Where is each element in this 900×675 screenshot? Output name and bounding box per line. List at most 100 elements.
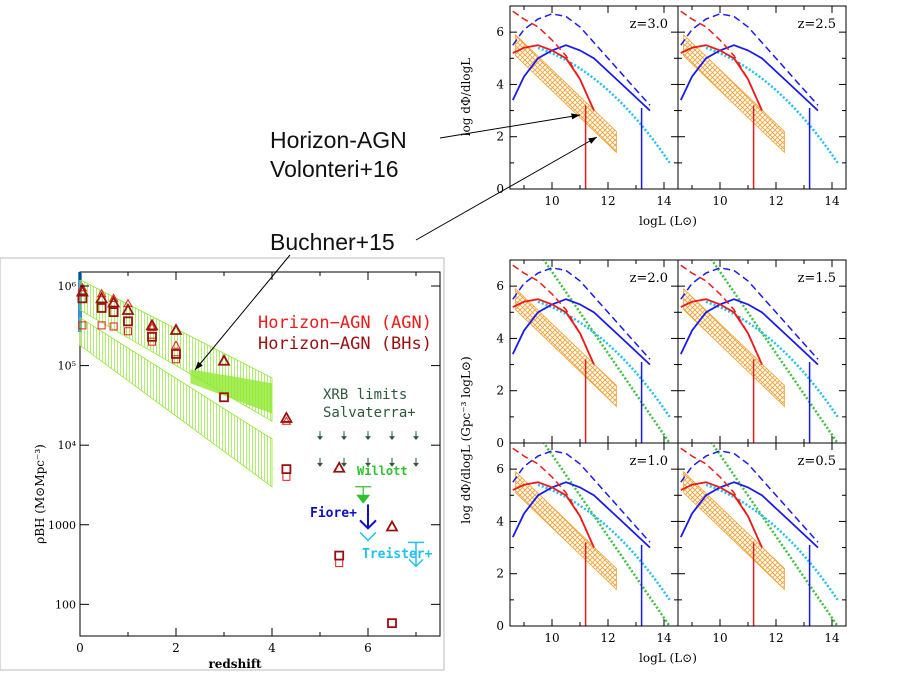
panel-frame	[677, 259, 847, 444]
light-triangle-marker	[77, 282, 88, 292]
light-triangle-marker	[108, 293, 119, 302]
lf-panel-z=2.5: 10 12 14 z=2.5	[677, 5, 847, 208]
panel-frame	[509, 5, 679, 190]
y-tick-label: 0	[496, 182, 504, 196]
bh-square-marker	[123, 316, 133, 327]
plot-frame	[79, 271, 441, 637]
blue-solid-line	[511, 481, 651, 549]
green-dotted-line	[710, 443, 839, 626]
annotation-buchner: Buchner+15	[270, 229, 395, 255]
red-solid-line	[680, 481, 763, 548]
cyan-dotted-line	[537, 300, 671, 418]
bh-square-marker	[147, 331, 157, 342]
light-square-marker	[124, 327, 132, 336]
bh-square-marker	[334, 550, 345, 561]
label-treister: Treister+	[362, 547, 433, 562]
bh-square-marker	[281, 464, 292, 475]
y-tick-label: 0	[496, 619, 504, 633]
blue-dashed-line	[512, 267, 651, 360]
x-tick-label: 12	[600, 194, 615, 208]
panel-frame	[509, 259, 679, 444]
agn-triangle-marker	[107, 295, 121, 308]
panel-redshift-label: z=3.0	[630, 17, 668, 32]
red-dashed-line	[680, 264, 763, 365]
red-dashed-line	[680, 447, 763, 548]
red-dashed-line	[512, 10, 595, 111]
cyan-dotted-line	[705, 46, 839, 164]
lf-panel-z=0.5: 10 12 14 z=0.5	[677, 442, 847, 645]
agn-triangle-marker	[121, 303, 135, 315]
arrow-buchner-head	[588, 137, 597, 144]
light-triangle-marker	[171, 340, 181, 349]
y-tick-label: 4	[496, 514, 504, 528]
y-tick-label: 6	[496, 462, 504, 476]
bh-square-marker	[96, 303, 107, 313]
cyan-dotted-line	[537, 46, 671, 164]
y-tick-label: 2	[496, 567, 504, 581]
xrb-limit-arrowhead	[317, 462, 323, 467]
x-tick-label: 2	[172, 641, 180, 655]
panel-curves	[679, 10, 839, 189]
y-tick-label: 4	[496, 77, 504, 91]
cyan-dotted-line	[705, 300, 839, 418]
light-square-marker	[97, 321, 106, 330]
y-tick-label: 100	[55, 598, 76, 611]
blue-dashed-line	[680, 13, 819, 106]
panel-frame	[677, 442, 847, 627]
light-square-marker	[172, 355, 180, 364]
agn-triangle-marker	[169, 323, 183, 335]
y-tick-label: 6	[496, 279, 504, 293]
xrb-limit-arrowhead	[365, 462, 371, 467]
green-dotted-line	[542, 260, 671, 443]
blue-dashed-line	[512, 13, 651, 106]
panel-redshift-label: z=2.0	[630, 271, 668, 286]
lf-panel-z=3.0: 0 2 4 6 10 12 14 z=3.0	[496, 5, 679, 208]
y-tick-label: 2	[496, 130, 504, 144]
red-solid-line	[680, 44, 763, 111]
y-tick-label: 1000	[48, 519, 76, 532]
fiore-cyan-arrowhead	[359, 531, 377, 542]
blue-solid-line	[511, 298, 651, 366]
x-tick-label: 4	[268, 641, 276, 655]
agn-triangle-marker	[332, 460, 346, 473]
y-tick-label: 4	[496, 331, 504, 345]
y-tick-label: 2	[496, 384, 504, 398]
y-axis-label: log dΦ/dlogL	[459, 58, 473, 137]
arrow-horizon-head	[571, 113, 580, 120]
agn-triangle-marker	[75, 284, 89, 297]
fiore-arrowhead	[359, 519, 377, 530]
y-tick-label: 10⁴	[58, 439, 77, 452]
xrb-limit-arrowhead	[341, 436, 347, 441]
red-dashed-line	[512, 264, 595, 365]
agn-triangle-marker	[385, 519, 399, 532]
blue-solid-line	[679, 481, 819, 549]
panel-curves	[679, 260, 839, 443]
x-tick-label: 14	[824, 631, 840, 645]
green-dotted-line	[542, 443, 671, 626]
panel-curves	[511, 443, 671, 626]
light-triangle-marker	[281, 416, 292, 425]
treister-arrowhead	[408, 558, 424, 568]
lf-panel-z=1.0: 0 2 4 6 10 12 14 z=1.0	[496, 442, 679, 645]
buchner-band	[683, 470, 785, 591]
blue-solid-line	[679, 298, 819, 366]
legend-agn: Horizon−AGN (AGN)	[258, 313, 432, 333]
arrow-buchner-left-head	[195, 361, 203, 370]
y-axis-label: ρBH (M⊙Mpc⁻³)	[33, 444, 47, 544]
red-dashed-line	[680, 10, 763, 111]
blue-dashed-line	[680, 450, 819, 543]
arrow-horizon-line	[439, 114, 581, 139]
x-tick-label: 14	[824, 194, 840, 208]
red-solid-line	[512, 481, 595, 548]
legend-bhs: Horizon−AGN (BHs)	[258, 334, 432, 354]
panel-curves	[511, 10, 671, 189]
buchner-band	[683, 287, 785, 408]
x-tick-label: 0	[76, 641, 84, 655]
panel-frame	[677, 5, 847, 190]
buchner-band	[515, 33, 617, 154]
buchner-band	[683, 33, 785, 154]
bh-square-marker	[77, 293, 88, 304]
x-tick-label: 10	[544, 631, 559, 645]
label-salvaterra: Salvaterra+	[323, 405, 416, 421]
